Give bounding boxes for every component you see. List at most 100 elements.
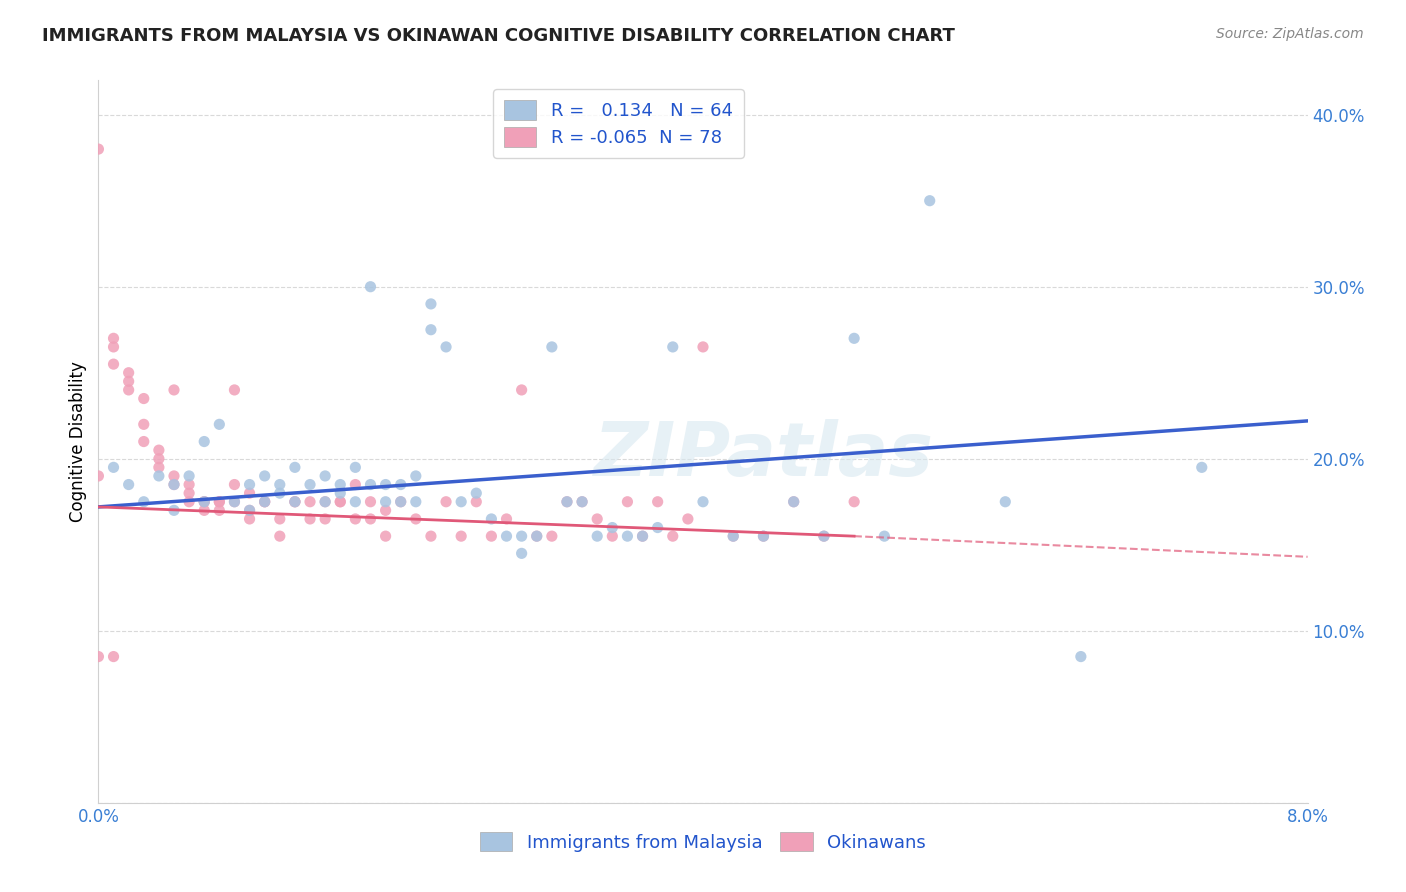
Point [224, 383, 246, 397]
Point [692, 494, 714, 508]
Point [118, 477, 141, 491]
Point [389, 494, 412, 508]
Point [360, 512, 382, 526]
Point [193, 494, 215, 508]
Point [103, 357, 125, 371]
Point [132, 392, 155, 406]
Point [132, 417, 155, 432]
Point [208, 503, 231, 517]
Point [602, 529, 624, 543]
Point [179, 486, 201, 500]
Point [420, 529, 443, 543]
Point [434, 494, 457, 508]
Point [239, 503, 262, 517]
Point [465, 494, 488, 508]
Point [571, 494, 593, 508]
Point [284, 494, 307, 508]
Point [344, 494, 367, 508]
Point [994, 494, 1017, 508]
Point [540, 529, 562, 543]
Point [526, 529, 548, 543]
Point [510, 383, 533, 397]
Point [647, 494, 669, 508]
Point [193, 494, 215, 508]
Point [163, 503, 186, 517]
Point [284, 460, 307, 475]
Point [269, 529, 291, 543]
Point [314, 469, 336, 483]
Point [329, 486, 352, 500]
Point [239, 503, 262, 517]
Point [239, 477, 262, 491]
Point [118, 366, 141, 380]
Point [163, 477, 186, 491]
Point [253, 494, 276, 508]
Point [284, 494, 307, 508]
Point [299, 494, 322, 508]
Point [405, 512, 427, 526]
Point [374, 503, 396, 517]
Point [540, 340, 562, 354]
Point [179, 477, 201, 491]
Point [783, 494, 806, 508]
Point [269, 512, 291, 526]
Point [224, 494, 246, 508]
Point [374, 494, 396, 508]
Point [314, 512, 336, 526]
Point [344, 460, 367, 475]
Point [374, 477, 396, 491]
Point [208, 494, 231, 508]
Point [571, 494, 593, 508]
Point [103, 460, 125, 475]
Point [148, 451, 170, 466]
Point [723, 529, 745, 543]
Point [163, 469, 186, 483]
Point [481, 529, 503, 543]
Point [314, 494, 336, 508]
Legend: Immigrants from Malaysia, Okinawans: Immigrants from Malaysia, Okinawans [472, 824, 934, 859]
Point [844, 494, 866, 508]
Point [253, 469, 276, 483]
Point [148, 443, 170, 458]
Point [752, 529, 775, 543]
Point [360, 477, 382, 491]
Point [132, 434, 155, 449]
Point [224, 494, 246, 508]
Point [208, 417, 231, 432]
Point [586, 512, 609, 526]
Point [1191, 460, 1213, 475]
Point [163, 477, 186, 491]
Point [148, 469, 170, 483]
Point [647, 520, 669, 534]
Point [193, 503, 215, 517]
Text: IMMIGRANTS FROM MALAYSIA VS OKINAWAN COGNITIVE DISABILITY CORRELATION CHART: IMMIGRANTS FROM MALAYSIA VS OKINAWAN COG… [42, 27, 955, 45]
Point [616, 529, 638, 543]
Point [253, 494, 276, 508]
Point [555, 494, 578, 508]
Point [420, 297, 443, 311]
Point [481, 512, 503, 526]
Point [148, 460, 170, 475]
Point [360, 494, 382, 508]
Point [87, 142, 110, 156]
Point [450, 494, 472, 508]
Point [631, 529, 654, 543]
Point [208, 494, 231, 508]
Point [495, 512, 517, 526]
Point [193, 434, 215, 449]
Point [692, 340, 714, 354]
Point [526, 529, 548, 543]
Point [193, 494, 215, 508]
Point [844, 331, 866, 345]
Point [723, 529, 745, 543]
Point [661, 340, 683, 354]
Point [434, 340, 457, 354]
Point [103, 340, 125, 354]
Point [510, 529, 533, 543]
Point [555, 494, 578, 508]
Point [299, 512, 322, 526]
Point [616, 494, 638, 508]
Point [405, 494, 427, 508]
Point [299, 477, 322, 491]
Point [631, 529, 654, 543]
